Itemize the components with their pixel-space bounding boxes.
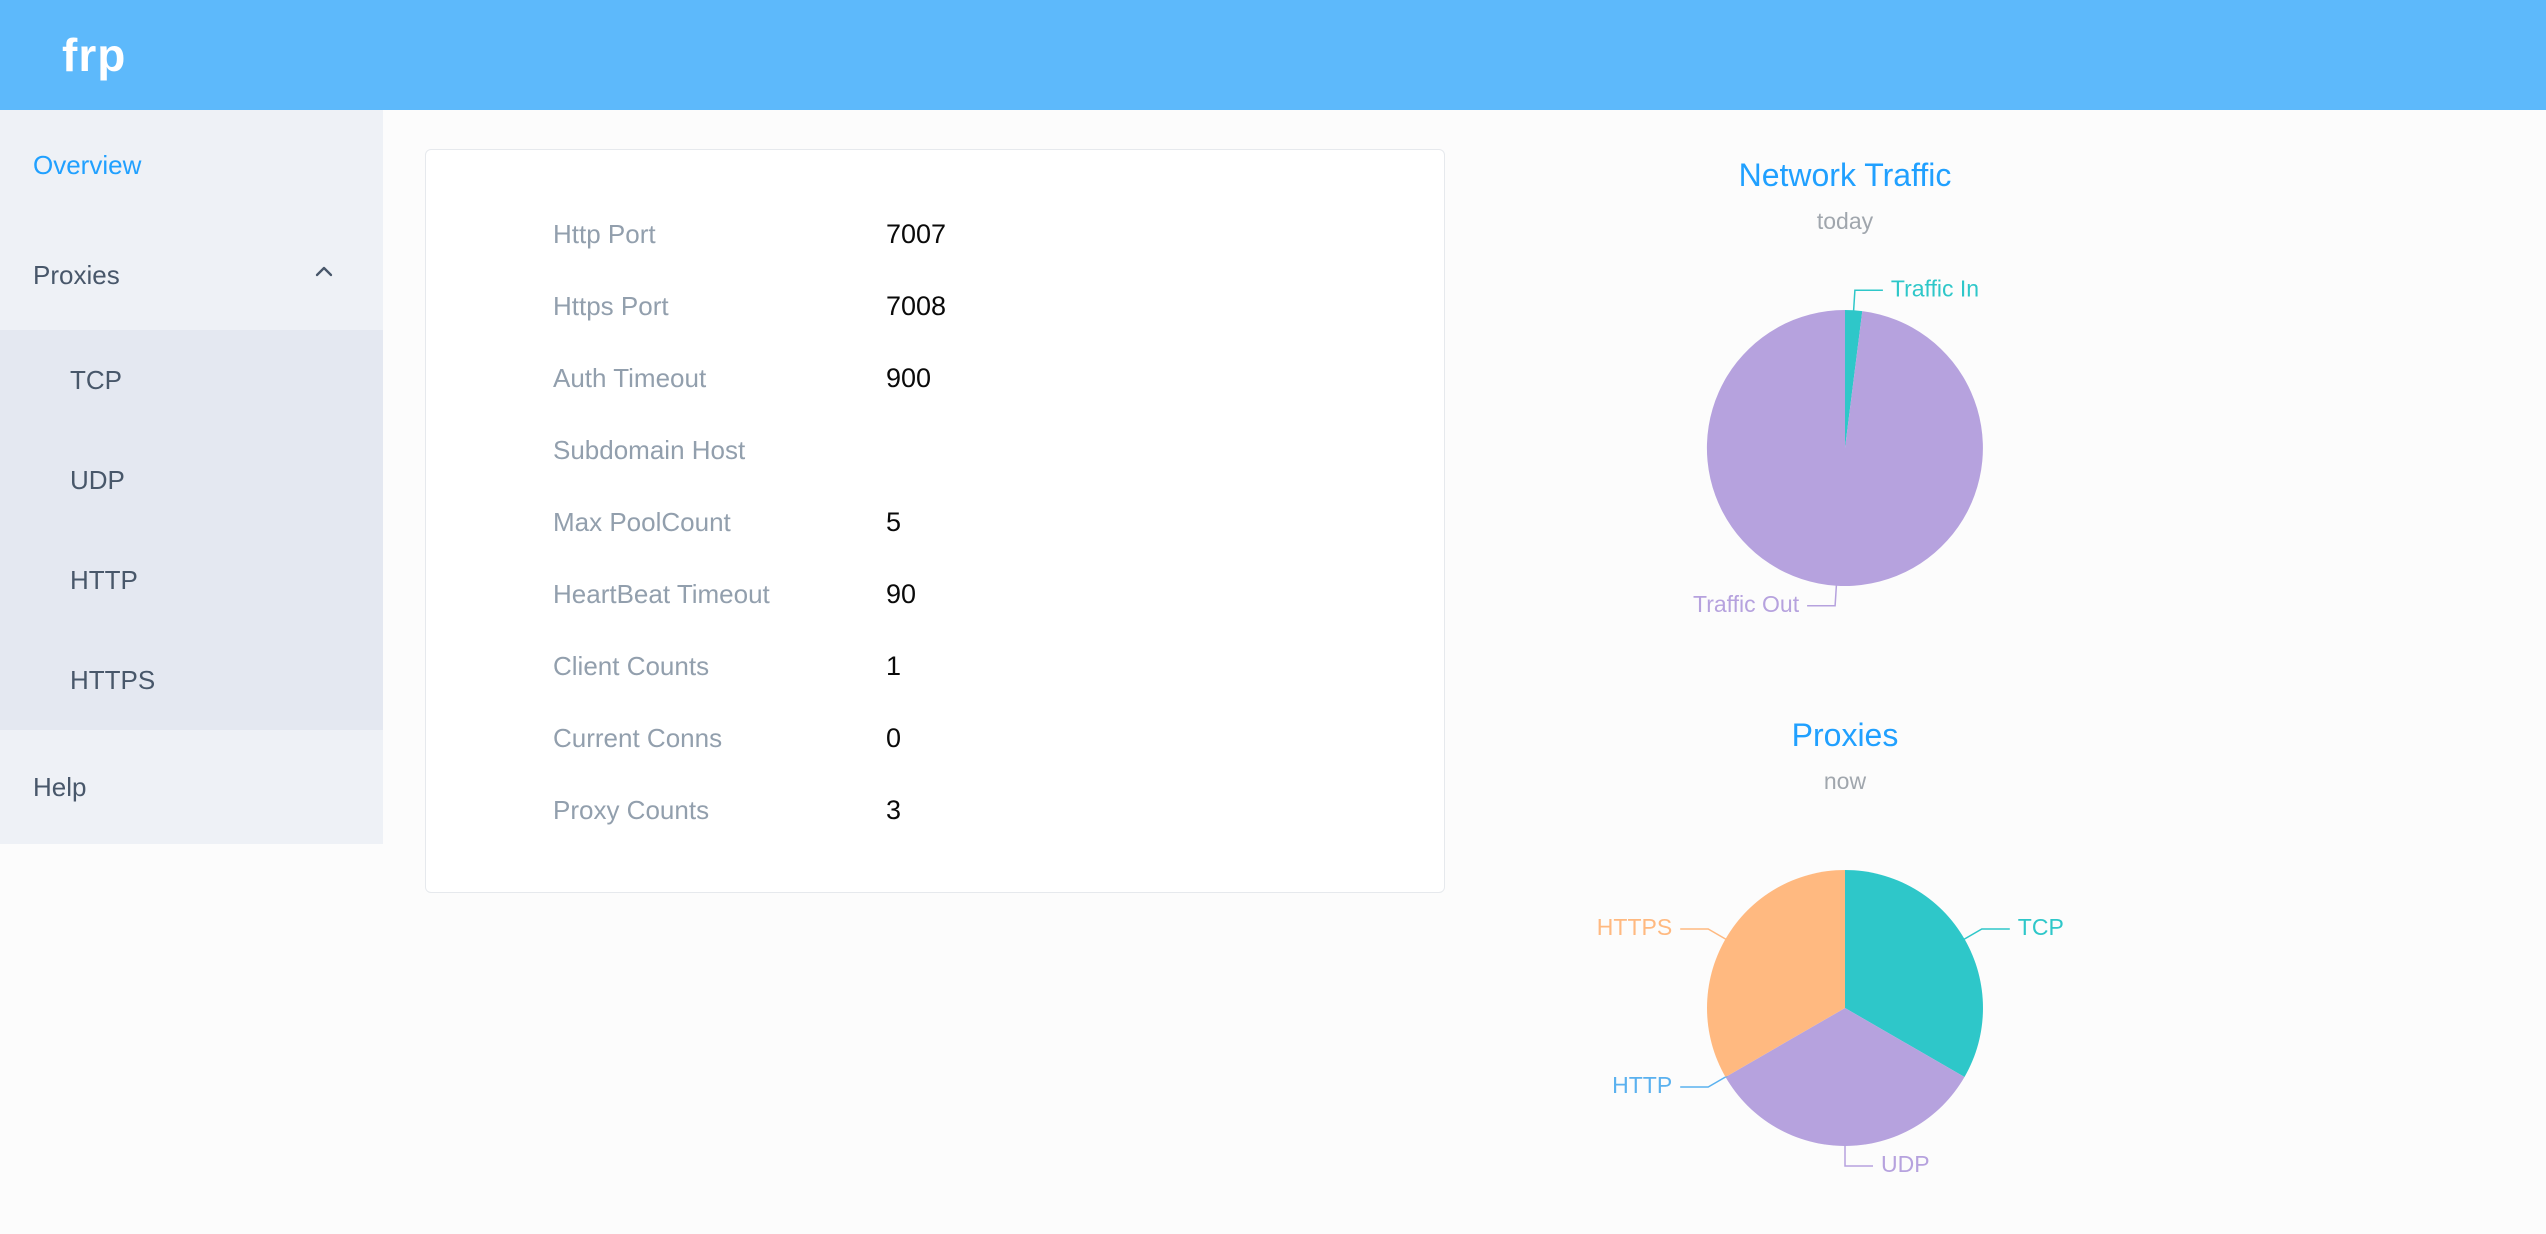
proxies-chart-subtitle: now (1823, 768, 1867, 794)
network-traffic-chart: Network Traffic today Traffic In Traffic … (1500, 156, 2190, 650)
info-label: Proxy Counts (553, 794, 710, 825)
info-row-subdomain-host: Subdomain Host (426, 414, 1444, 486)
info-value: 5 (886, 506, 902, 537)
proxies-chart-title: Proxies (1791, 717, 1899, 753)
sidebar-item-proxies[interactable]: Proxies (0, 220, 383, 330)
sidebar-item-overview-label: Overview (33, 149, 142, 180)
pie-slice-udp[interactable] (1725, 1008, 1965, 1146)
info-label: Http Port (553, 218, 656, 249)
pie-label-line (1807, 583, 1838, 607)
pie-label: Traffic In (1891, 275, 1979, 301)
proxies-submenu: TCP UDP HTTP HTTPS (0, 330, 383, 730)
info-row-auth-timeout: Auth Timeout 900 (426, 342, 1444, 414)
pie-label: Traffic Out (1693, 591, 1800, 617)
server-info-card: Http Port 7007 Https Port 7008 Auth Time… (425, 149, 1445, 893)
info-row-https-port: Https Port 7008 (426, 270, 1444, 342)
sidebar-item-tcp[interactable]: TCP (0, 330, 383, 430)
info-label: Auth Timeout (553, 362, 707, 393)
sidebar-item-proxies-label: Proxies (33, 259, 120, 290)
sidebar-item-help-label: Help (33, 771, 87, 802)
pie-label-line (1852, 289, 1883, 313)
info-row-proxy-counts: Proxy Counts 3 (426, 774, 1444, 846)
proxies-chart: Proxies now TCP UDP HTTP HTTPS (1500, 716, 2190, 1210)
info-row-current-conns: Current Conns 0 (426, 702, 1444, 774)
app-logo: frp (62, 29, 127, 81)
pie-label: HTTPS (1597, 914, 1672, 940)
app-header: frp (0, 0, 2546, 110)
info-value: 900 (886, 362, 932, 393)
pie-label-line (1962, 928, 2010, 941)
info-row-client-counts: Client Counts 1 (426, 630, 1444, 702)
info-value: 0 (886, 722, 902, 753)
sidebar-item-https-label: HTTPS (70, 664, 156, 695)
pie-label-line (1680, 1075, 1728, 1088)
pie-slice-tcp[interactable] (1845, 870, 1983, 1077)
info-value: 1 (886, 650, 902, 681)
network-traffic-pie: Traffic In Traffic Out (1693, 275, 1983, 617)
sidebar-item-http[interactable]: HTTP (0, 530, 383, 630)
pie-slice-traffic-out[interactable] (1706, 309, 1983, 586)
network-traffic-chart-subtitle: today (1816, 208, 1874, 234)
sidebar-item-https[interactable]: HTTPS (0, 630, 383, 730)
pie-slice-traffic-in[interactable] (1845, 310, 1863, 448)
sidebar: Overview Proxies TCP UDP HTTP HTTPS Help (0, 110, 383, 844)
info-label: HeartBeat Timeout (553, 578, 770, 609)
sidebar-item-udp[interactable]: UDP (0, 430, 383, 530)
sidebar-item-udp-label: UDP (70, 464, 125, 495)
info-label: Https Port (553, 290, 669, 321)
info-value: 3 (886, 794, 902, 825)
pie-slice-https[interactable] (1707, 870, 1845, 1077)
info-row-max-poolcount: Max PoolCount 5 (426, 486, 1444, 558)
pie-label: UDP (1881, 1151, 1930, 1177)
info-value: 7007 (886, 218, 947, 249)
pie-label-line (1680, 928, 1728, 941)
sidebar-item-overview[interactable]: Overview (0, 110, 383, 220)
network-traffic-chart-title: Network Traffic (1738, 157, 1952, 193)
info-label: Max PoolCount (553, 506, 731, 537)
proxies-pie: TCP UDP HTTP HTTPS (1597, 870, 2064, 1177)
info-label: Client Counts (553, 650, 710, 681)
sidebar-item-http-label: HTTP (70, 564, 138, 595)
info-row-heartbeat-timeout: HeartBeat Timeout 90 (426, 558, 1444, 630)
info-label: Current Conns (553, 722, 723, 753)
pie-label: TCP (2018, 914, 2064, 940)
info-value: 90 (886, 578, 917, 609)
sidebar-item-help[interactable]: Help (0, 730, 383, 844)
info-label: Subdomain Host (553, 434, 746, 465)
pie-label: HTTP (1612, 1072, 1672, 1098)
pie-label-line (1844, 1144, 1873, 1167)
sidebar-item-tcp-label: TCP (70, 364, 122, 395)
chevron-up-icon (310, 258, 338, 293)
info-row-http-port: Http Port 7007 (426, 198, 1444, 270)
info-value: 7008 (886, 290, 947, 321)
